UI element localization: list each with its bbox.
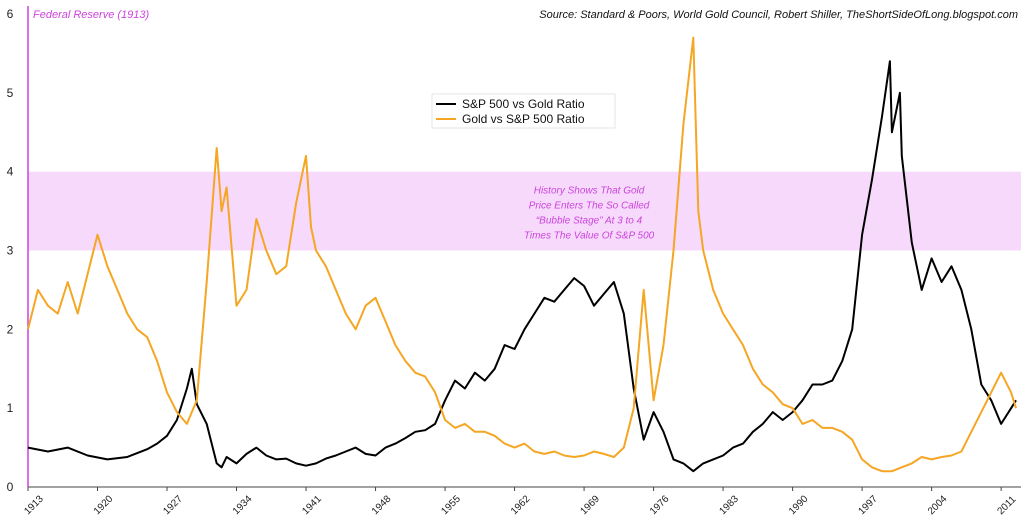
y-tick-label: 4 (7, 165, 14, 179)
x-tick-label: 1955 (439, 493, 463, 517)
legend-entry: Gold vs S&P 500 Ratio (462, 112, 585, 126)
band-annotation-line: History Shows That Gold (534, 186, 645, 197)
y-tick-label: 3 (7, 244, 14, 258)
x-tick-label: 1983 (717, 493, 741, 517)
axis-layer: 0 1 2 3 4 5 6 1913 1920 1927 1934 1941 1948 1955 1962 1… (7, 6, 1021, 517)
y-tick-label: 1 (7, 401, 14, 415)
x-tick-label: 1934 (231, 493, 255, 517)
x-tick-label: 2011 (995, 494, 1018, 517)
y-tick-label: 5 (7, 86, 14, 100)
bubble-stage-band-layer: History Shows That Gold Price Enters The … (28, 171, 1021, 251)
x-tick-label: 2004 (926, 493, 950, 517)
x-tick-label: 1997 (856, 493, 880, 517)
y-tick-label: 2 (7, 322, 14, 336)
legend-entry: S&P 500 vs Gold Ratio (462, 97, 585, 111)
band-annotation-line: Price Enters The So Called (529, 201, 650, 212)
y-tick-label: 0 (7, 480, 14, 494)
gold-vs-sp500-line (27, 36, 1017, 473)
x-tick-label: 1913 (22, 493, 46, 517)
x-tick-label: 1976 (648, 493, 672, 517)
x-tick-label: 1941 (300, 493, 324, 517)
sp500-vs-gold-line (27, 60, 1017, 473)
annotation-layer: Federal Reserve (1913) Source: Standard &… (33, 9, 1018, 21)
band-annotation-line: “Bubble Stage” At 3 to 4 (536, 216, 643, 227)
y-tick-label: 6 (7, 7, 14, 21)
x-tick-label: 1969 (578, 493, 602, 517)
band-annotation-line: Times The Value Of S&P 500 (524, 231, 655, 242)
legend-box (431, 93, 616, 129)
x-tick-label: 1927 (161, 493, 185, 517)
series-layer (27, 36, 1017, 473)
source-label: Source: Standard & Poors, World Gold Cou… (539, 9, 1018, 21)
bubble-stage-band (28, 171, 1021, 251)
x-tick-label: 1948 (370, 493, 394, 517)
x-tick-label: 1920 (92, 493, 116, 517)
federal-reserve-label: Federal Reserve (1913) (33, 9, 150, 21)
x-tick-label: 1962 (509, 493, 533, 517)
x-tick-label: 1990 (787, 493, 811, 517)
